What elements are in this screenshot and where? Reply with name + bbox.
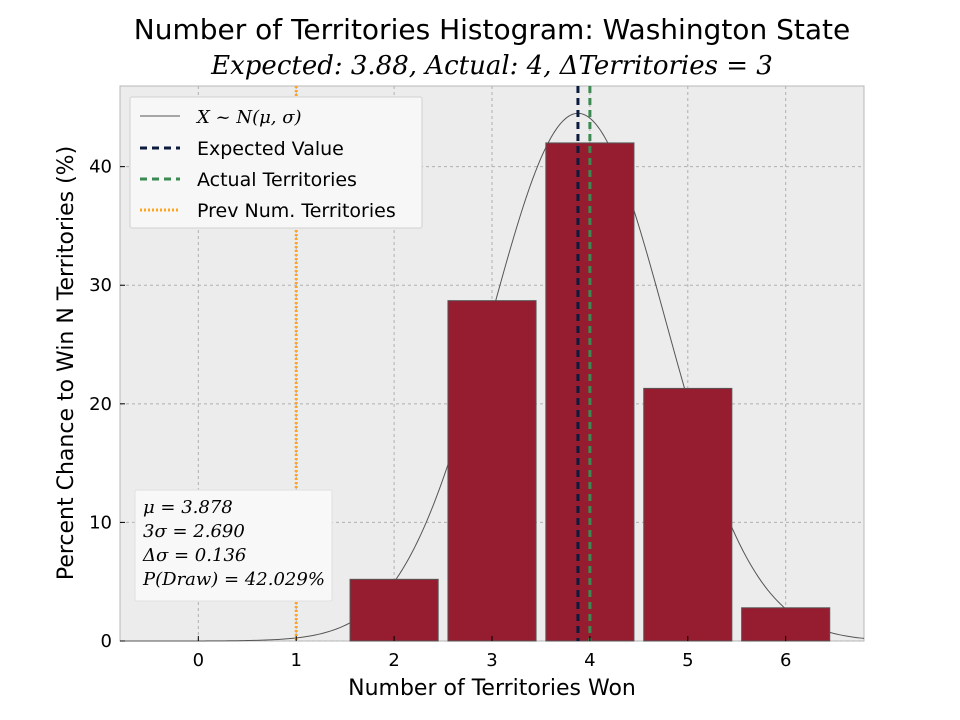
legend-label-1: Expected Value [197,138,344,160]
y-axis-label: Percent Chance to Win N Territories (%) [54,146,79,580]
y-tick-label-30: 30 [89,275,112,296]
y-tick-label-40: 40 [89,157,112,178]
histogram-bar-5 [643,387,733,642]
axis-ticks-layer: 0 1 2 3 4 5 6 0 10 20 30 40 [89,157,791,671]
x-tick-label-4: 4 [584,650,595,671]
histogram-bar-6 [741,607,831,642]
x-axis-label: Number of Territories Won [348,676,636,701]
legend-box [129,96,423,229]
x-tick-label-5: 5 [682,650,693,671]
stats-line-3: P(Draw) = 42.029% [142,569,325,590]
y-tick-label-0: 0 [101,631,112,652]
histogram-bar-3 [447,300,537,642]
y-tick-label-10: 10 [89,512,112,533]
x-tick-label-1: 1 [290,650,301,671]
x-tick-label-6: 6 [780,650,791,671]
stats-line-0: μ = 3.878 [143,497,233,518]
stats-line-1: 3σ = 2.690 [143,521,245,542]
legend-label-2: Actual Territories [197,169,357,191]
stats-box: μ = 3.878 3σ = 2.690 Δσ = 0.136 P(Draw) = 4… [134,489,333,602]
legend-label-0: X ~ N(μ, σ) [195,107,302,128]
y-tick-label-20: 20 [89,394,112,415]
x-tick-label-3: 3 [486,650,497,671]
chart-subtitle: Expected: 3.88, Actual: 4, ΔTerritories … [210,51,773,81]
histogram-bar-2 [349,578,439,642]
stats-box-background [134,489,333,602]
legend-label-3: Prev Num. Territories [197,200,396,222]
legend: X ~ N(μ, σ) Expected Value Actual Territor… [129,96,423,229]
x-tick-label-0: 0 [193,650,204,671]
chart-title: Number of Territories Histogram: Washing… [134,13,850,46]
x-tick-label-2: 2 [388,650,399,671]
stats-line-2: Δσ = 0.136 [142,545,246,566]
